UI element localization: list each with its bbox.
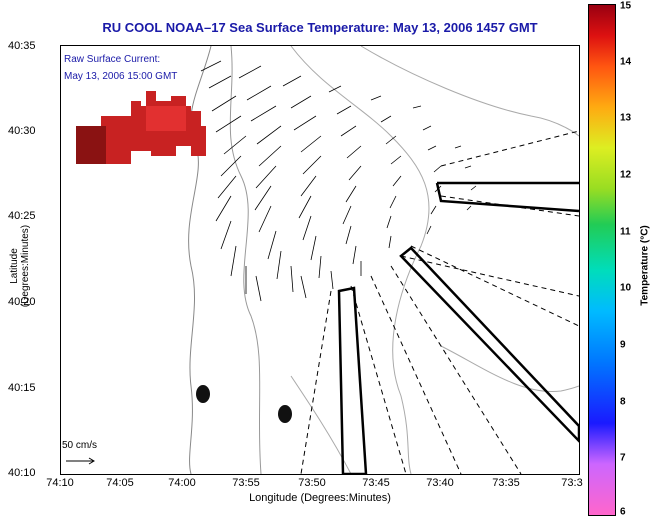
colorbar-tick: 14 [620,56,632,68]
colorbar-tick: 7 [620,452,626,464]
colorbar-tick: 13 [620,112,632,124]
bathymetry-contour [360,46,579,137]
y-tick: 40:35 [8,40,36,52]
x-tick: 73:35 [492,477,520,489]
colorbar-label: Temperature (°C) [639,225,651,306]
station-marker [278,405,292,423]
colorbar-tick: 9 [620,339,626,351]
map-area [60,45,580,475]
map-title: RU COOL NOAA–17 Sea Surface Temperature:… [102,20,538,35]
y-tick: 40:20 [8,296,36,308]
x-tick: 74:10 [46,477,74,489]
bathymetry-contour [290,375,352,474]
x-tick: 73:3 [561,477,583,489]
scale-arrow [66,457,95,465]
survey-boxes [337,181,579,474]
temperature-colorbar [588,4,616,516]
map-canvas [66,46,579,474]
colorbar-tick: 12 [620,169,632,181]
x-tick: 74:05 [106,477,134,489]
colorbar-tick: 15 [620,0,632,12]
y-tick: 40:30 [8,125,36,137]
bathymetry-contour [290,46,430,474]
x-tick: 73:40 [426,477,454,489]
x-tick: 73:45 [362,477,390,489]
legend-line-2: May 13, 2006 15:00 GMT [64,71,178,82]
y-tick: 40:25 [8,210,36,222]
y-axis-label: Latitude (Degrees:Minutes) [9,224,31,308]
legend-line-1: Raw Surface Current: [64,54,161,65]
x-axis-label: Longitude (Degrees:Minutes) [249,492,391,504]
y-tick: 40:15 [8,382,36,394]
current-vectors [200,60,477,302]
scale-label: 50 cm/s [62,440,98,451]
y-tick: 40:10 [8,467,36,479]
colorbar-tick: 8 [620,396,626,408]
station-marker [196,385,210,403]
colorbar-tick: 11 [620,226,631,238]
coastline-contour [188,46,212,474]
bathymetry-contour [229,46,262,474]
sst-patch [76,91,206,164]
x-tick: 74:00 [168,477,196,489]
bathymetry-contour [440,345,579,393]
colorbar-tick: 10 [620,282,632,294]
colorbar-tick: 6 [620,506,626,518]
x-tick: 73:55 [232,477,260,489]
x-tick: 73:50 [298,477,326,489]
